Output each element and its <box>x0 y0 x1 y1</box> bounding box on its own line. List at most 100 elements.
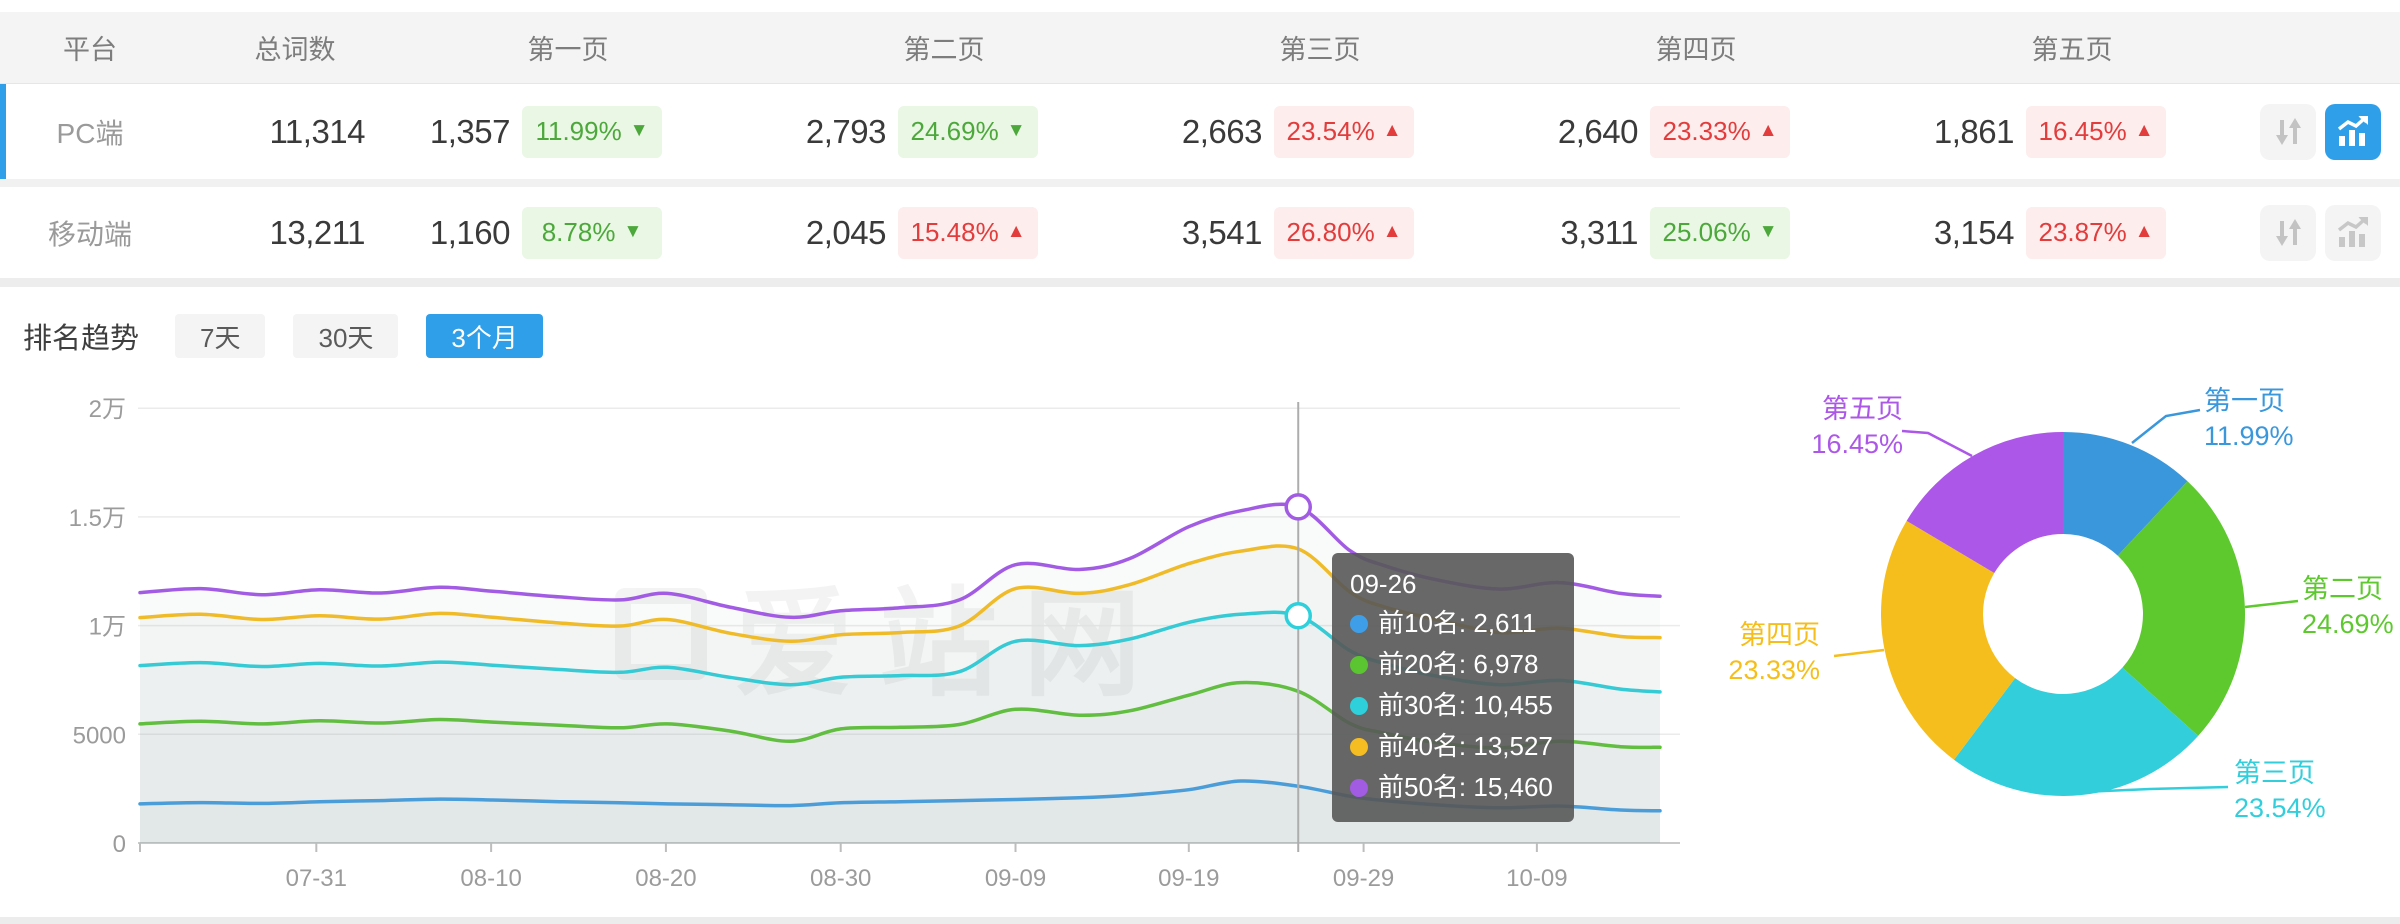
page-4-cell: 2,640 23.33% ▲ <box>1508 105 1884 158</box>
series-dot-前20名 <box>1350 655 1368 674</box>
x-axis-label: 09-19 <box>1158 865 1219 892</box>
donut-label-name: 第二页 <box>2302 574 2383 604</box>
donut-slice-第五页[interactable] <box>1906 432 2063 574</box>
tooltip-date: 09-26 <box>1350 569 1417 599</box>
donut-connector-第五页 <box>1901 429 1973 458</box>
donut-label-name: 第一页 <box>2204 386 2285 416</box>
table-header-row: 平台 总词数 第一页 第二页 第三页 第四页 第五页 <box>0 12 2400 84</box>
trend-chart-button[interactable] <box>2325 103 2381 160</box>
page-2-cell: 2,793 24.69% ▼ <box>756 105 1132 158</box>
page-count: 2,793 <box>805 112 887 150</box>
column-header-7: 第五页 <box>2031 35 2113 65</box>
donut-label-第三页: 第三页 23.54% <box>2234 756 2326 826</box>
page-count: 2,640 <box>1557 112 1639 150</box>
column-header-5: 第三页 <box>1279 35 1361 65</box>
tab-7天[interactable]: 7天 <box>175 314 266 358</box>
x-axis-label: 08-10 <box>460 865 521 892</box>
tooltip-item-text: 前30名: 10,455 <box>1378 690 1553 720</box>
x-axis-label: 07-31 <box>286 865 347 892</box>
tooltip-item-text: 前40名: 13,527 <box>1378 731 1553 761</box>
change-percent: 8.78% <box>541 217 616 247</box>
donut-label-percent: 23.54% <box>2234 793 2326 823</box>
chart-icon <box>2337 216 2368 247</box>
donut-slice-第一页[interactable] <box>2063 432 2188 556</box>
row-separator <box>0 179 2400 187</box>
page-count: 3,541 <box>1181 213 1263 251</box>
series-dot-前30名 <box>1350 696 1368 715</box>
tooltip-item: 前10名: 2,611 <box>1350 603 1556 644</box>
change-percent: 24.69% <box>910 116 999 146</box>
donut-label-name: 第五页 <box>1822 394 1903 424</box>
y-axis-label: 2万 <box>89 396 126 423</box>
change-badge: 15.48% ▲ <box>898 206 1038 259</box>
column-header-2: 总词数 <box>254 35 336 65</box>
down-triangle-icon: ▼ <box>1758 220 1778 242</box>
watermark-text: 爱站网 <box>735 548 1167 719</box>
total-keywords-value: 11,314 <box>269 112 366 150</box>
change-badge: 23.54% ▲ <box>1274 105 1414 158</box>
bottom-strip <box>0 917 2400 924</box>
table-row-grid: 移动端 13,211 1,160 8.78% ▼ 2,045 15.48% ▲ 3,541 26.… <box>0 187 2400 278</box>
x-axis-label: 09-29 <box>1333 865 1394 892</box>
change-badge: 26.80% ▲ <box>1274 206 1414 259</box>
page-3-cell: 2,663 23.54% ▲ <box>1132 105 1508 158</box>
donut-label-percent: 11.99% <box>2204 421 2294 451</box>
table-row-grid: PC端 11,314 1,357 11.99% ▼ 2,793 24.69% ▼ 2,663 23… <box>0 84 2400 179</box>
change-percent: 23.87% <box>2038 217 2127 247</box>
chart-tooltip: 09-26 前10名: 2,611 前20名: 6,978 前30名: 10,455… <box>1332 553 1574 822</box>
page-1-cell: 1,160 8.78% ▼ <box>380 206 756 259</box>
donut-label-percent: 24.69% <box>2302 609 2394 639</box>
sort-arrows-icon <box>2276 117 2301 145</box>
change-percent: 16.45% <box>2038 116 2127 146</box>
page-count: 3,311 <box>1560 213 1638 251</box>
change-percent: 23.54% <box>1286 116 1375 146</box>
row-actions <box>2260 103 2400 160</box>
x-axis-label: 09-09 <box>985 865 1046 892</box>
sort-button[interactable] <box>2260 103 2316 160</box>
y-axis-label: 0 <box>113 831 126 858</box>
donut-slice-第二页[interactable] <box>2117 481 2246 736</box>
platform-label: 移动端 <box>47 218 132 250</box>
down-triangle-icon: ▼ <box>1006 119 1026 141</box>
page-5-cell: 3,154 23.87% ▲ <box>1884 206 2260 259</box>
donut-label-percent: 23.33% <box>1728 655 1820 685</box>
change-badge: 16.45% ▲ <box>2026 105 2166 158</box>
table-row[interactable]: 移动端 13,211 1,160 8.78% ▼ 2,045 15.48% ▲ 3,541 26.… <box>0 187 2400 278</box>
trend-chart-button[interactable] <box>2325 204 2381 261</box>
chart-icon <box>2337 115 2368 146</box>
change-badge: 23.87% ▲ <box>2026 206 2166 259</box>
y-axis-label: 1.5万 <box>69 505 126 532</box>
page-5-cell: 1,861 16.45% ▲ <box>1884 105 2260 158</box>
donut-slice-第三页[interactable] <box>1953 667 2199 797</box>
tooltip-item: 前20名: 6,978 <box>1350 644 1556 685</box>
tooltip-item: 前50名: 15,460 <box>1350 767 1556 808</box>
tooltip-item-text: 前20名: 6,978 <box>1378 649 1539 679</box>
tooltip-item: 前30名: 10,455 <box>1350 685 1556 726</box>
table-row[interactable]: PC端 11,314 1,357 11.99% ▼ 2,793 24.69% ▼ 2,663 23… <box>0 84 2400 179</box>
page-2-cell: 2,045 15.48% ▲ <box>756 206 1132 259</box>
total-keywords-value: 13,211 <box>269 213 366 251</box>
change-badge: 8.78% ▼ <box>522 206 662 259</box>
page-4-cell: 3,311 25.06% ▼ <box>1508 206 1884 259</box>
donut-label-第二页: 第二页 24.69% <box>2302 572 2394 642</box>
trend-tabbar: 排名趋势 7天 30天 3个月 <box>23 314 571 358</box>
up-triangle-icon: ▲ <box>2134 119 2154 141</box>
up-triangle-icon: ▲ <box>2134 220 2154 242</box>
donut-label-percent: 16.45% <box>1811 429 1903 459</box>
donut-label-name: 第四页 <box>1739 620 1820 650</box>
up-triangle-icon: ▲ <box>1382 220 1402 242</box>
up-triangle-icon: ▲ <box>1382 119 1402 141</box>
series-dot-前10名 <box>1350 614 1368 633</box>
donut-slice-第四页[interactable] <box>1881 520 2016 760</box>
sort-arrows-icon <box>2276 218 2301 246</box>
sort-button[interactable] <box>2260 204 2316 261</box>
tab-3个月[interactable]: 3个月 <box>426 314 543 358</box>
donut-connector-第二页 <box>2244 599 2299 609</box>
page-count: 3,154 <box>1933 213 2015 251</box>
tab-30天[interactable]: 30天 <box>293 314 399 358</box>
change-percent: 15.48% <box>910 217 999 247</box>
page-count: 2,045 <box>805 213 887 251</box>
page-1-cell: 1,357 11.99% ▼ <box>380 105 756 158</box>
page-count: 1,861 <box>1933 112 2015 150</box>
donut-connector-第四页 <box>1833 648 1885 658</box>
